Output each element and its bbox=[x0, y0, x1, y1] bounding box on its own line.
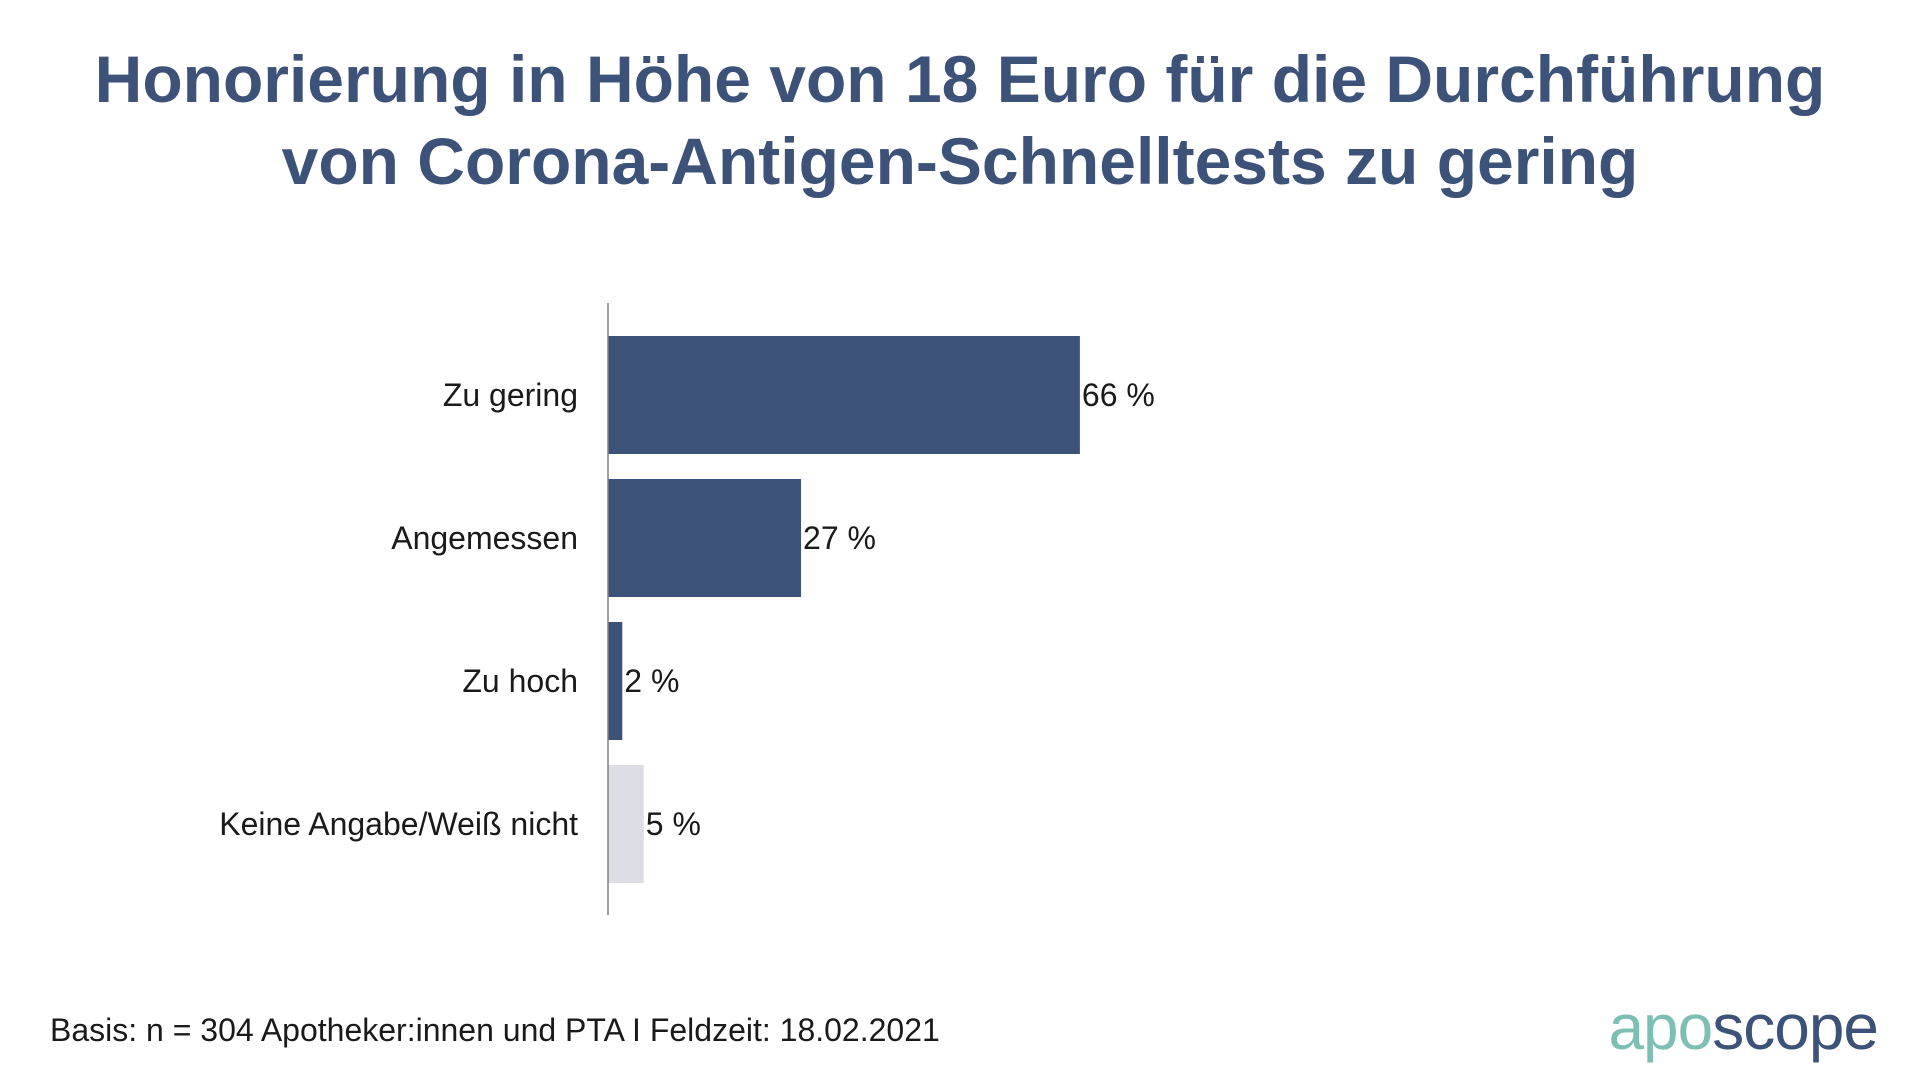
value-label-0: 66 % bbox=[1082, 377, 1155, 413]
value-label-3: 5 % bbox=[646, 806, 701, 842]
bar-0 bbox=[608, 336, 1080, 454]
logo-part-scope: scope bbox=[1712, 991, 1879, 1063]
bar-3 bbox=[608, 765, 644, 883]
bar-2 bbox=[608, 622, 623, 740]
category-label-3: Keine Angabe/Weiß nicht bbox=[219, 806, 578, 842]
chart-title-line-1: Honorierung in Höhe von 18 Euro für die … bbox=[94, 42, 1826, 116]
category-label-2: Zu hoch bbox=[462, 663, 578, 699]
value-label-2: 2 % bbox=[624, 663, 679, 699]
category-label-0: Zu gering bbox=[443, 377, 578, 413]
chart-title-line-2: von Corona-Antigen-Schnelltests zu gerin… bbox=[281, 124, 1639, 198]
category-label-1: Angemessen bbox=[391, 520, 578, 556]
bar-1 bbox=[608, 479, 802, 597]
basis-footnote: Basis: n = 304 Apotheker:innen und PTA I… bbox=[50, 1012, 940, 1048]
logo-part-apo: apo bbox=[1608, 991, 1713, 1063]
aposcope-logo: aposcope bbox=[1608, 990, 1879, 1064]
value-label-1: 27 % bbox=[803, 520, 876, 556]
chart-title: Honorierung in Höhe von 18 Euro für die … bbox=[0, 38, 1920, 202]
